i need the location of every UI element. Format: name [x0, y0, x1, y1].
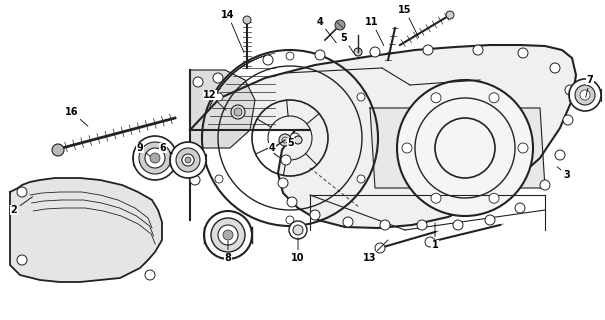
Circle shape [139, 142, 171, 174]
Text: 6: 6 [160, 143, 172, 154]
Circle shape [290, 133, 300, 143]
Circle shape [425, 237, 435, 247]
Circle shape [223, 230, 233, 240]
Circle shape [133, 136, 177, 180]
Circle shape [52, 144, 64, 156]
Polygon shape [190, 70, 255, 148]
Text: 16: 16 [65, 107, 88, 126]
Circle shape [343, 217, 353, 227]
Circle shape [182, 154, 194, 166]
Circle shape [287, 197, 297, 207]
Circle shape [213, 73, 223, 83]
Circle shape [150, 153, 160, 163]
Circle shape [185, 157, 191, 163]
Text: 3: 3 [557, 167, 571, 180]
Circle shape [473, 45, 483, 55]
Circle shape [402, 143, 412, 153]
Circle shape [565, 85, 575, 95]
Text: 4: 4 [269, 142, 278, 153]
Text: 7: 7 [586, 75, 594, 97]
Polygon shape [190, 45, 576, 228]
Circle shape [279, 134, 291, 146]
Circle shape [289, 221, 307, 239]
Circle shape [518, 143, 528, 153]
Circle shape [569, 79, 601, 111]
Circle shape [335, 20, 345, 30]
Text: 10: 10 [291, 238, 305, 263]
Circle shape [263, 55, 273, 65]
Circle shape [375, 243, 385, 253]
Circle shape [555, 150, 565, 160]
Circle shape [310, 210, 320, 220]
Circle shape [286, 52, 294, 60]
Circle shape [397, 80, 533, 216]
Circle shape [215, 175, 223, 183]
Circle shape [145, 270, 155, 280]
Circle shape [218, 225, 238, 245]
Circle shape [190, 175, 200, 185]
Circle shape [176, 148, 200, 172]
Text: 12: 12 [203, 90, 226, 110]
Text: 2: 2 [11, 196, 33, 215]
Circle shape [215, 93, 223, 101]
Text: 15: 15 [398, 5, 419, 37]
Circle shape [170, 142, 206, 178]
Circle shape [286, 216, 294, 224]
Text: 11: 11 [365, 17, 384, 45]
Text: 13: 13 [363, 240, 388, 263]
Circle shape [211, 218, 245, 252]
Circle shape [17, 187, 27, 197]
Circle shape [550, 63, 560, 73]
Circle shape [417, 220, 427, 230]
Circle shape [515, 203, 525, 213]
Circle shape [294, 136, 302, 144]
Circle shape [489, 193, 499, 203]
Circle shape [580, 90, 590, 100]
Circle shape [431, 93, 441, 103]
Polygon shape [10, 178, 162, 282]
Circle shape [231, 105, 245, 119]
Text: 5: 5 [341, 33, 353, 53]
Circle shape [518, 48, 528, 58]
Circle shape [357, 93, 365, 101]
Text: 8: 8 [224, 241, 232, 263]
Text: 9: 9 [137, 143, 150, 156]
Circle shape [193, 77, 203, 87]
Circle shape [234, 108, 242, 116]
Circle shape [485, 215, 495, 225]
Circle shape [204, 211, 252, 259]
Circle shape [540, 180, 550, 190]
Text: 4: 4 [316, 17, 336, 43]
Circle shape [243, 16, 251, 24]
Text: 14: 14 [221, 10, 244, 52]
Text: 5: 5 [287, 138, 295, 148]
Text: 1: 1 [431, 223, 439, 250]
Circle shape [431, 193, 441, 203]
Circle shape [17, 255, 27, 265]
Circle shape [281, 155, 291, 165]
Circle shape [446, 11, 454, 19]
Circle shape [145, 148, 165, 168]
Circle shape [563, 115, 573, 125]
Circle shape [293, 225, 303, 235]
Circle shape [357, 175, 365, 183]
Polygon shape [370, 108, 545, 188]
Circle shape [370, 47, 380, 57]
Circle shape [278, 178, 288, 188]
Circle shape [575, 85, 595, 105]
Circle shape [315, 50, 325, 60]
Circle shape [380, 220, 390, 230]
Circle shape [354, 48, 362, 56]
Circle shape [489, 93, 499, 103]
Circle shape [453, 220, 463, 230]
Circle shape [423, 45, 433, 55]
